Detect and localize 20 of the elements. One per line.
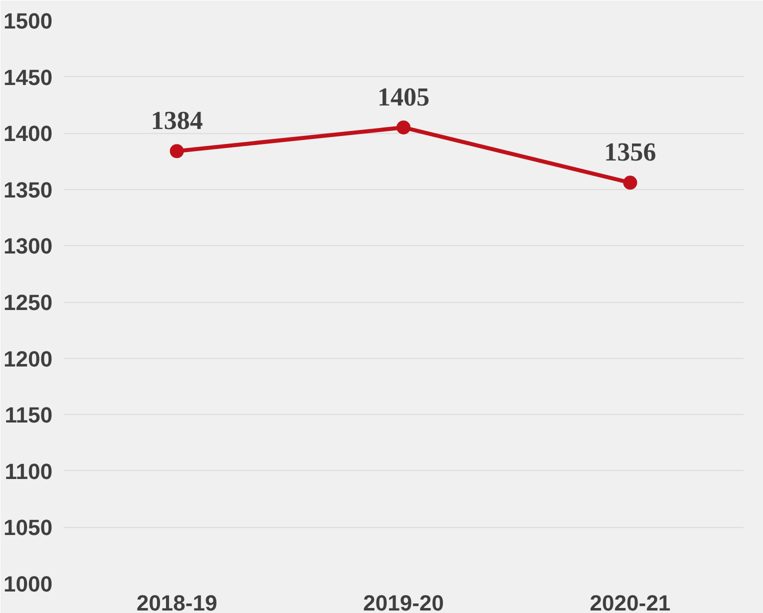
y-tick-label: 1250 [4, 290, 53, 315]
y-tick-label: 1350 [4, 177, 53, 202]
y-tick-label: 1050 [4, 515, 53, 540]
y-tick-label: 1500 [4, 8, 53, 34]
x-tick-label: 2019-20 [363, 590, 444, 613]
y-tick-label: 1100 [4, 458, 53, 484]
point [623, 176, 638, 190]
y-tick-label: 1000 [4, 572, 53, 596]
data-label: 1384 [150, 106, 203, 136]
data-label: 1405 [378, 82, 430, 112]
point [170, 144, 184, 158]
y-tick-label: 1200 [4, 346, 53, 372]
x-tick-label: 2018-19 [136, 590, 218, 613]
x-tick-label: 2020-21 [590, 590, 671, 613]
y-tick-label: 1150 [4, 402, 53, 428]
data-label: 1356 [604, 138, 656, 167]
point [396, 120, 410, 134]
y-tick-label: 1300 [4, 234, 53, 259]
y-tick-label: 1450 [4, 64, 53, 90]
y-tick-label: 1400 [4, 121, 53, 146]
